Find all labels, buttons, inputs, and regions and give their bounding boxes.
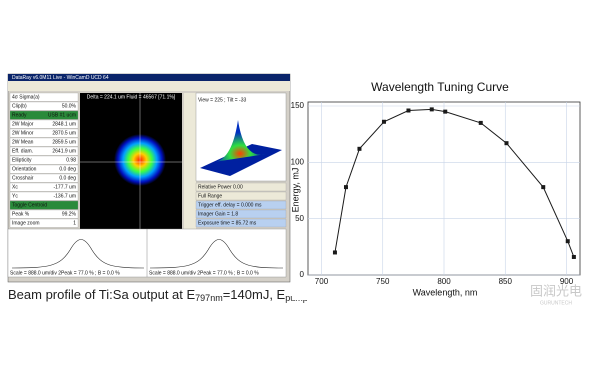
caption-sub: 797nm xyxy=(195,293,223,303)
x-axis-label: Wavelength, nm xyxy=(413,287,478,297)
caption-text: =140mJ, E xyxy=(223,287,286,302)
watermark: GURUNTECH xyxy=(540,300,572,306)
palette-bar xyxy=(184,93,196,229)
data-point xyxy=(381,119,386,124)
control-label: Trigger eff. delay = 0.000 ms xyxy=(198,203,262,209)
row-value: -136.7 um xyxy=(53,194,76,200)
control-label: Full Range xyxy=(198,194,222,200)
x-tick-label: 750 xyxy=(376,277,390,286)
row-bg xyxy=(9,137,79,147)
row-bg xyxy=(9,200,79,210)
row-value: 50.0% xyxy=(62,104,77,110)
row-value: 99.2% xyxy=(62,212,77,218)
row-label: Orientation xyxy=(12,167,37,173)
chart-title: Wavelength Tuning Curve xyxy=(371,80,509,94)
data-line xyxy=(334,108,575,258)
row-bg xyxy=(9,119,79,129)
data-point xyxy=(478,120,483,125)
y-tick-label: 150 xyxy=(291,101,305,110)
data-point xyxy=(565,239,570,244)
control-bg xyxy=(195,209,287,219)
row-bg xyxy=(9,191,79,201)
x-tick-label: 850 xyxy=(499,277,513,286)
row-label: 4σ Sigma(a) xyxy=(12,95,40,101)
data-point xyxy=(443,109,448,114)
title-bar xyxy=(8,74,290,81)
x-tick-label: 900 xyxy=(560,277,574,286)
row-value: 2848.1 um xyxy=(52,122,76,128)
row-bg xyxy=(9,164,79,174)
row-label: Ellipticity xyxy=(12,158,32,164)
row-bg xyxy=(9,182,79,192)
row-label: 2W Major xyxy=(12,122,34,128)
row-label: Yc xyxy=(12,194,18,200)
data-point xyxy=(429,107,434,112)
row-value: 1 xyxy=(73,221,76,227)
row-label: Peak % xyxy=(12,212,30,218)
row-label: 2W Mean xyxy=(12,140,34,146)
row-bg xyxy=(9,101,79,111)
control-label: Imager Gain = 1.8 xyxy=(198,212,238,218)
row-label: Clip(b) xyxy=(12,104,27,110)
y-axis-label: Energy, mJ xyxy=(290,168,300,213)
control-label: Relative Power 0.00 xyxy=(198,185,243,191)
window-title: DataRay v6.0M11 Live - WinCamD UCD 64 xyxy=(12,75,109,81)
toolbar xyxy=(8,81,290,91)
row-label: Image zoom xyxy=(12,221,40,227)
row-label: Eff. diam. xyxy=(12,149,33,155)
view-label: View = 225 ; Tilt = -33 xyxy=(198,97,246,103)
profile-y-curve xyxy=(149,239,284,269)
row-bg xyxy=(9,128,79,138)
profile-x-curve xyxy=(11,239,145,269)
row-bg xyxy=(9,146,79,156)
caption-text: Beam profile of Ti:Sa output at E xyxy=(8,287,195,302)
row-bg xyxy=(9,173,79,183)
row-value: 2870.5 um xyxy=(52,131,76,137)
data-point xyxy=(571,254,576,259)
screenshot: DataRay v6.0M11 Live - WinCamD UCD 64 De… xyxy=(7,73,291,283)
row-label: Ready xyxy=(12,113,27,119)
3d-peak xyxy=(214,120,266,162)
control-bg xyxy=(195,191,287,201)
row-value: USB #1 ucm xyxy=(48,113,76,119)
watermark: 固润光电 xyxy=(530,283,582,298)
row-label: Toggle Centroid xyxy=(12,203,47,209)
3d-base xyxy=(200,144,282,176)
control-bg xyxy=(195,218,287,228)
row-value: 0.0 deg xyxy=(59,167,76,173)
row-value: 0.0 deg xyxy=(59,176,76,182)
row-value: 2641.9 um xyxy=(52,149,76,155)
row-value: 2859.5 um xyxy=(52,140,76,146)
data-point xyxy=(332,250,337,255)
row-bg xyxy=(9,218,79,228)
data-point xyxy=(406,108,411,113)
caption: Beam profile of Ti:Sa output at E797nm=1… xyxy=(8,287,354,303)
row-value: 0.98 xyxy=(66,158,76,164)
row-bg xyxy=(9,92,79,102)
row-bg xyxy=(9,155,79,165)
row-value: -177.7 um xyxy=(53,185,76,191)
profile-y-label: Scale = 888.0 um/div 2Peak = 77.0 % ; B … xyxy=(149,270,259,276)
data-point xyxy=(541,185,546,190)
row-bg xyxy=(9,209,79,219)
x-tick-label: 800 xyxy=(437,277,451,286)
control-bg xyxy=(195,200,287,210)
data-point xyxy=(357,146,362,151)
y-tick-label: 0 xyxy=(300,270,305,279)
row-label: 2W Minor xyxy=(12,131,34,137)
row-label: Xc xyxy=(12,185,18,191)
y-tick-label: 50 xyxy=(295,214,304,223)
row-label: Crosshair xyxy=(12,176,34,182)
data-point xyxy=(504,141,509,146)
profile-x-label: Scale = 888.0 um/div 2Peak = 77.0 % ; B … xyxy=(10,270,120,276)
data-point xyxy=(343,185,348,190)
y-tick-label: 100 xyxy=(291,157,305,166)
readout: Delta = 224.1 um Fluid = 46567 [71.1%] xyxy=(87,94,176,100)
row-bg xyxy=(9,110,79,120)
control-label: Exposure time = 85.72 ms xyxy=(198,221,257,227)
x-tick-label: 700 xyxy=(315,277,329,286)
control-bg xyxy=(195,182,287,192)
